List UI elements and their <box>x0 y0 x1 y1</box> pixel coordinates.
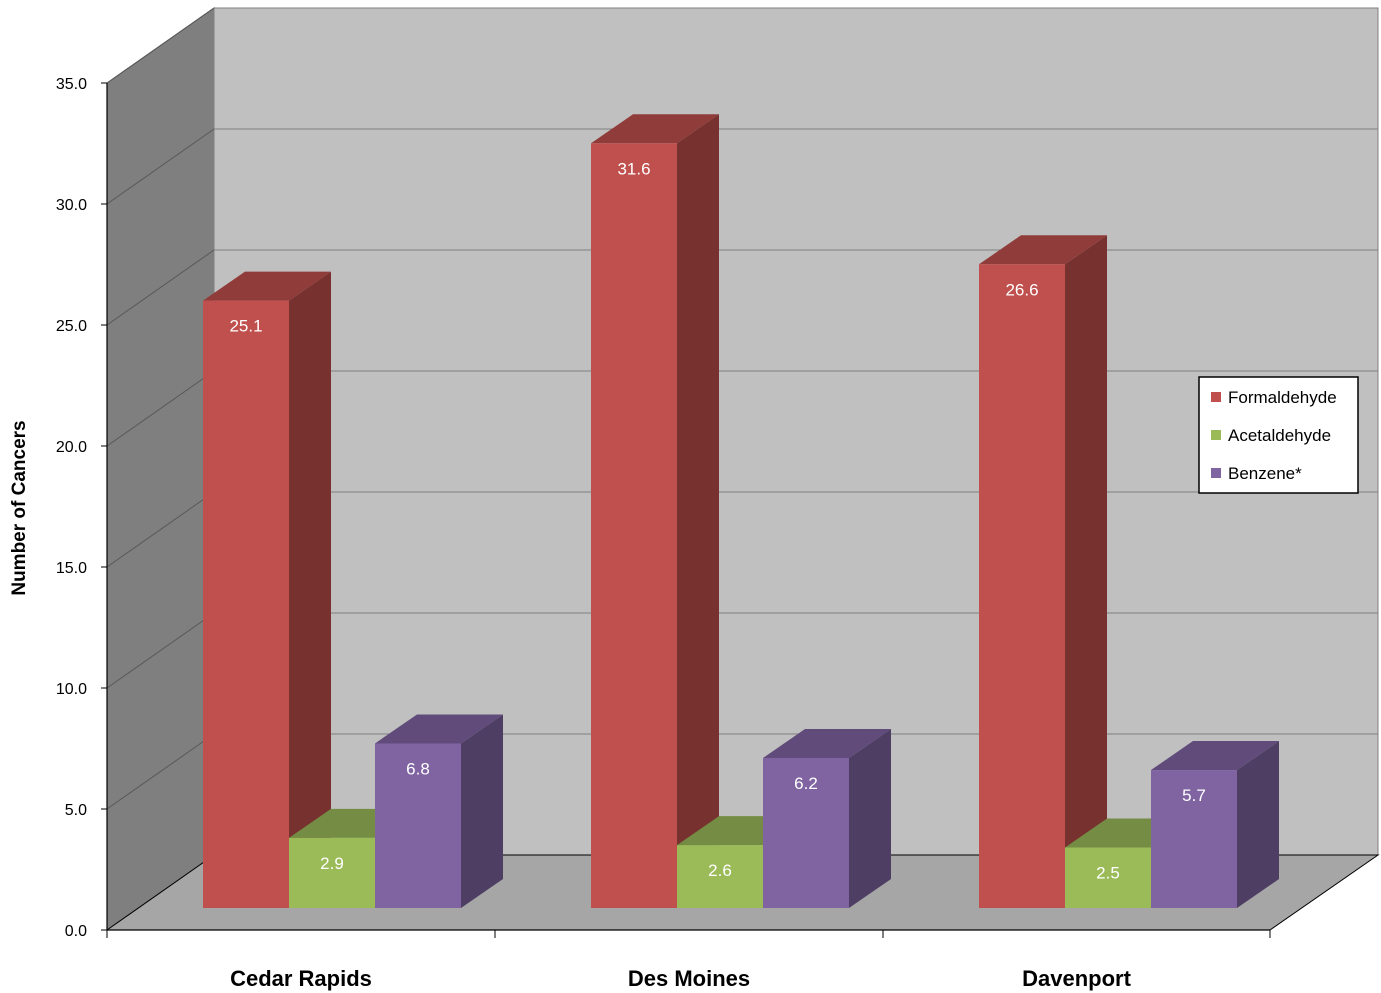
legend-swatch <box>1211 392 1221 402</box>
bar-top-face <box>375 714 503 744</box>
data-label: 6.8 <box>406 759 430 778</box>
gridlines <box>106 7 1378 810</box>
data-label: 2.9 <box>320 854 344 873</box>
legend: Formaldehyde Acetaldehyde Benzene* <box>1198 376 1359 494</box>
bars: 25.1 2.9 6.8 31.6 2.6 6.2 26.6 2.5 5.7 <box>203 114 1279 909</box>
gridline-side <box>106 128 215 205</box>
legend-entry: Benzene* <box>1228 464 1302 483</box>
bar-side-face <box>289 271 331 909</box>
bar-benzene--des-moines: 6.2 <box>763 728 891 908</box>
side-wall <box>106 7 215 931</box>
legend-swatch <box>1211 468 1221 478</box>
bar-front-face <box>1065 847 1151 908</box>
y-tick-label: 25.0 <box>56 318 87 335</box>
bar-top-face <box>1151 741 1279 771</box>
back-wall <box>213 7 1379 856</box>
bar-side-face <box>1237 741 1279 908</box>
data-label: 5.7 <box>1182 786 1206 805</box>
bar-formaldehyde-des-moines: 31.6 <box>591 114 719 908</box>
legend-entry: Formaldehyde <box>1228 388 1337 407</box>
bar-side-face <box>849 728 891 908</box>
bar-top-face <box>763 728 891 758</box>
y-tick-label: 15.0 <box>56 560 87 577</box>
bar-top-face <box>203 271 331 301</box>
bar-formaldehyde-davenport: 26.6 <box>979 235 1107 908</box>
bar-top-face <box>979 235 1107 265</box>
y-axis-label: Number of Cancers <box>9 420 30 595</box>
bar-formaldehyde-cedar-rapids: 25.1 <box>203 271 331 909</box>
bar-front-face <box>677 845 763 908</box>
chart-walls <box>105 7 1380 931</box>
bar-front-face <box>1151 770 1237 908</box>
bar-front-face <box>375 743 461 908</box>
gridline-side <box>106 733 215 810</box>
gridline-side <box>106 370 215 447</box>
gridline-side <box>106 491 215 568</box>
y-tick-label: 5.0 <box>65 802 87 819</box>
axes: 0.0 5.0 10.0 15.0 20.0 25.0 30.0 35.0 Cedar Rapi… <box>56 76 1271 991</box>
bar-side-face <box>461 714 503 908</box>
bar-side-face <box>1065 235 1107 908</box>
y-tick-label: 10.0 <box>56 681 87 698</box>
y-tick-label: 35.0 <box>56 76 87 93</box>
legend-box <box>1198 376 1359 494</box>
gridline-side <box>106 249 215 326</box>
gridline-side <box>106 7 215 84</box>
y-tick-label: 30.0 <box>56 197 87 214</box>
x-tick-label: Des Moines <box>628 966 750 991</box>
bar-front-face <box>591 143 677 908</box>
data-label: 2.6 <box>708 861 732 880</box>
bar-front-face <box>289 837 375 908</box>
x-tick-label: Davenport <box>1022 966 1131 991</box>
y-tick-label: 0.0 <box>65 923 87 940</box>
data-label: 2.5 <box>1096 864 1120 883</box>
data-label: 25.1 <box>229 317 262 336</box>
data-label: 6.2 <box>794 774 818 793</box>
legend-entry: Acetaldehyde <box>1228 426 1331 445</box>
bar-side-face <box>677 114 719 908</box>
bar-front-face <box>979 264 1065 908</box>
bar-benzene--cedar-rapids: 6.8 <box>375 714 503 908</box>
y-tick-label: 20.0 <box>56 439 87 456</box>
bar-front-face <box>763 757 849 908</box>
bar-front-face <box>203 300 289 909</box>
data-label: 31.6 <box>617 159 650 178</box>
x-tick-label: Cedar Rapids <box>230 966 372 991</box>
data-label: 26.6 <box>1005 280 1038 299</box>
gridline-side <box>106 612 215 689</box>
bar-top-face <box>591 114 719 144</box>
legend-swatch <box>1211 430 1221 440</box>
bar-benzene--davenport: 5.7 <box>1151 741 1279 908</box>
